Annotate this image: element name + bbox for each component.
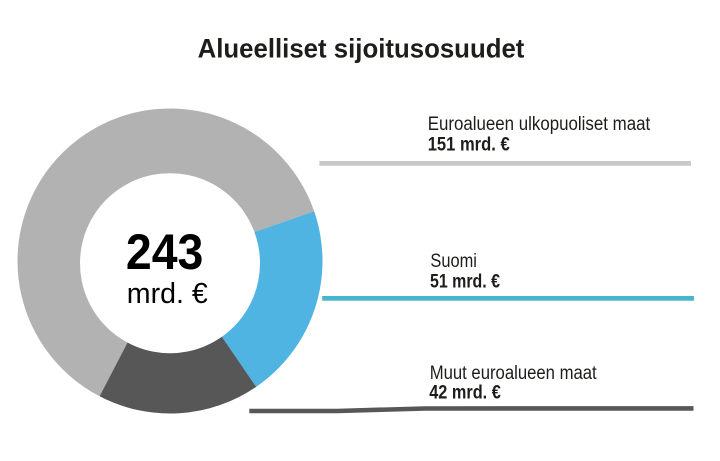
svg-text:51 mrd. €: 51 mrd. € [430,271,500,292]
svg-text:243: 243 [126,224,203,280]
svg-text:42 mrd. €: 42 mrd. € [429,383,501,404]
svg-text:151 mrd. €: 151 mrd. € [428,135,510,156]
svg-text:Suomi: Suomi [430,251,477,272]
svg-text:Alueelliset sijoitusosuudet: Alueelliset sijoitusosuudet [198,33,525,63]
svg-text:Euroalueen ulkopuoliset maat: Euroalueen ulkopuoliset maat [428,114,651,135]
svg-text:Muut euroalueen maat: Muut euroalueen maat [430,363,598,384]
svg-text:mrd. €: mrd. € [127,278,208,310]
